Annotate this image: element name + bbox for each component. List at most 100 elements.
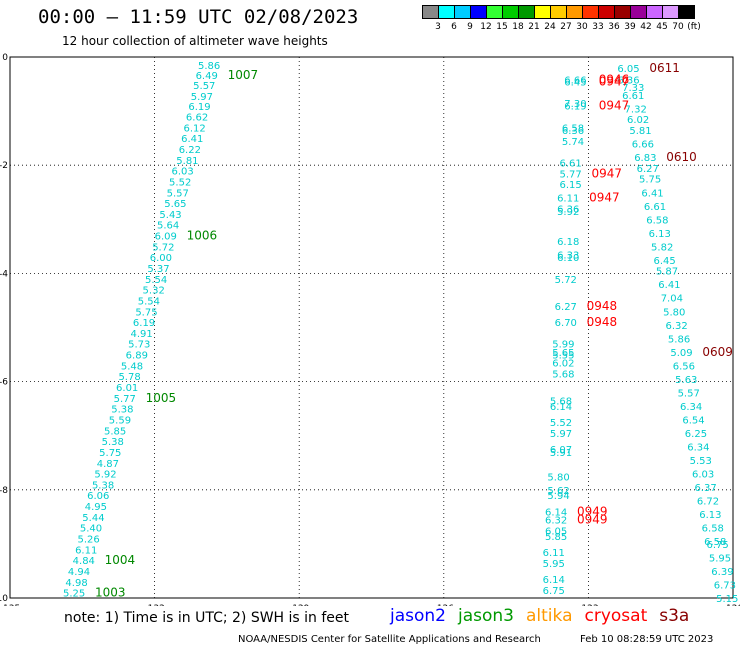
wave-height-label: 6.75	[543, 586, 565, 597]
mission-legend-item: s3a	[659, 606, 690, 626]
y-tick-label: -6	[0, 378, 8, 388]
wave-height-label: 4.94	[68, 567, 90, 578]
y-tick-label: -8	[0, 486, 8, 496]
x-tick-label: -123	[578, 604, 598, 606]
mission-legend-item: altika	[526, 606, 573, 626]
y-tick-label: -2	[0, 161, 8, 171]
wave-height-label: 5.82	[651, 242, 673, 253]
wave-height-label: 6.66	[632, 140, 654, 151]
time-labels: 1007100610051004100309460947094709470947…	[95, 61, 733, 600]
footer-timestamp: Feb 10 08:28:59 UTC 2023	[580, 634, 714, 645]
wave-height-label: 6.45	[653, 256, 675, 267]
colorbar-label: 36	[608, 22, 620, 32]
x-tick-label: -120	[723, 604, 740, 606]
wave-height-label: 4.87	[97, 459, 119, 470]
wave-height-label: 5.57	[193, 81, 215, 92]
wave-height-label: 5.77	[114, 394, 136, 405]
wave-height-label: 6.10	[557, 253, 579, 264]
wave-height-label: 6.33	[557, 250, 579, 261]
wave-height-label: 6.36	[557, 204, 579, 215]
colorbar-label: 70	[672, 22, 684, 32]
mission-legend-item: cryosat	[584, 606, 648, 626]
wave-height-label: 6.49	[196, 71, 218, 82]
wave-height-label: 6.07	[550, 445, 572, 456]
wave-height-label: 5.72	[152, 242, 174, 253]
wave-height-label: 6.58	[646, 215, 668, 226]
pass-time-label: 0947	[591, 166, 622, 180]
wave-height-label: 6.09	[155, 232, 177, 243]
wave-height-label: 5.43	[159, 210, 181, 221]
wave-height-label: 5.44	[82, 513, 104, 524]
wave-height-label: 5.81	[629, 126, 651, 137]
wave-height-label: 5.15	[716, 594, 738, 605]
pass-time-label: 0949	[577, 513, 608, 527]
wave-height-label: 5.65	[552, 348, 574, 359]
mission-legend: jason2 jason3 altika cryosat s3a	[390, 606, 701, 626]
wave-height-label: 5.80	[547, 472, 569, 483]
wave-height-label: 5.75	[135, 307, 157, 318]
wave-height-label: 5.92	[94, 470, 116, 481]
axes: -135 -132 -129 -126 -123 -120 0 -2 -4 -6 -8 -10	[0, 53, 740, 606]
wave-height-label: 4.91	[131, 329, 153, 340]
plot-area: -135 -132 -129 -126 -123 -120 0 -2 -4 -6 -8 -10 5.8…	[0, 53, 740, 606]
pass-time-label: 0947	[599, 99, 630, 113]
pass-time-label: 1007	[228, 68, 259, 82]
wave-height-label: 6.02	[627, 115, 649, 126]
data-points: 5.866.495.575.976.196.626.126.416.225.81…	[63, 61, 738, 605]
wave-height-label: 6.54	[682, 415, 704, 426]
wave-height-label: 5.87	[656, 267, 678, 278]
wave-height-label: 5.68	[552, 369, 574, 380]
wave-height-label: 5.26	[77, 534, 99, 545]
wave-height-label: 5.85	[545, 532, 567, 543]
wave-height-label: 6.03	[171, 167, 193, 178]
wave-height-label: 5.72	[555, 275, 577, 286]
wave-height-label: 5.09	[670, 348, 692, 359]
colorbar-label: 3	[435, 22, 441, 32]
wave-height-label: 6.03	[692, 470, 714, 481]
wave-height-label: 6.14	[545, 507, 567, 518]
colorbar-label: 21	[528, 22, 540, 32]
x-tick-label: -129	[289, 604, 310, 606]
colorbar-label: 45	[656, 22, 668, 32]
wave-height-label: 6.13	[699, 510, 721, 521]
wave-height-label: 5.73	[128, 340, 150, 351]
pass-time-label: 0609	[702, 345, 733, 359]
grid	[10, 57, 733, 598]
wave-height-label: 6.14	[550, 402, 572, 413]
wave-height-label: 5.52	[169, 177, 191, 188]
pass-time-label: 1004	[105, 553, 136, 567]
wave-height-label: 5.53	[690, 456, 712, 467]
wave-height-label: 5.74	[562, 137, 584, 148]
colorbar-label: 15	[496, 22, 508, 32]
wave-height-label: 6.89	[126, 351, 148, 362]
wave-height-label: 6.15	[559, 180, 581, 191]
wave-height-label: 5.57	[167, 188, 189, 199]
wave-height-label: 6.72	[697, 497, 719, 508]
wave-height-label: 6.37	[694, 483, 716, 494]
wave-height-label: 6.19	[133, 318, 155, 329]
wave-height-label: 6.73	[714, 580, 736, 591]
chart-title: 00:00 – 11:59 UTC 02/08/2023	[38, 6, 359, 28]
pass-time-label: 1003	[95, 586, 126, 600]
wave-height-label: 6.13	[649, 229, 671, 240]
wave-height-label: 6.61	[622, 91, 644, 102]
wave-height-label: 6.32	[666, 321, 688, 332]
wave-height-label: 6.66	[564, 76, 586, 87]
wave-height-label: 6.41	[181, 134, 203, 145]
wave-height-label: 5.64	[157, 221, 179, 232]
wave-height-label: 5.86	[668, 334, 690, 345]
wave-height-label: 5.95	[543, 559, 565, 570]
wave-height-label: 6.36	[617, 76, 639, 87]
wave-height-label: 6.19	[564, 102, 586, 113]
wave-height-label: 6.75	[706, 540, 728, 551]
note-text: note: 1) Time is in UTC; 2) SWH is in fe…	[64, 610, 350, 626]
colorbar-label: (ft)	[687, 22, 701, 32]
y-tick-label: 0	[2, 53, 8, 63]
wave-height-label: 5.95	[709, 553, 731, 564]
wave-height-label: 6.34	[687, 443, 709, 454]
wave-height-label: 6.45	[564, 77, 586, 88]
wave-height-label: 5.97	[550, 429, 572, 440]
pass-time-label: 0949	[577, 504, 608, 518]
wave-height-label: 6.83	[634, 153, 656, 164]
colorbar-label: 6	[451, 22, 457, 32]
